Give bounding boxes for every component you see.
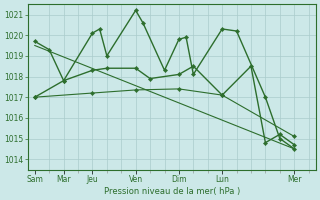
X-axis label: Pression niveau de la mer( hPa ): Pression niveau de la mer( hPa ) <box>104 187 240 196</box>
